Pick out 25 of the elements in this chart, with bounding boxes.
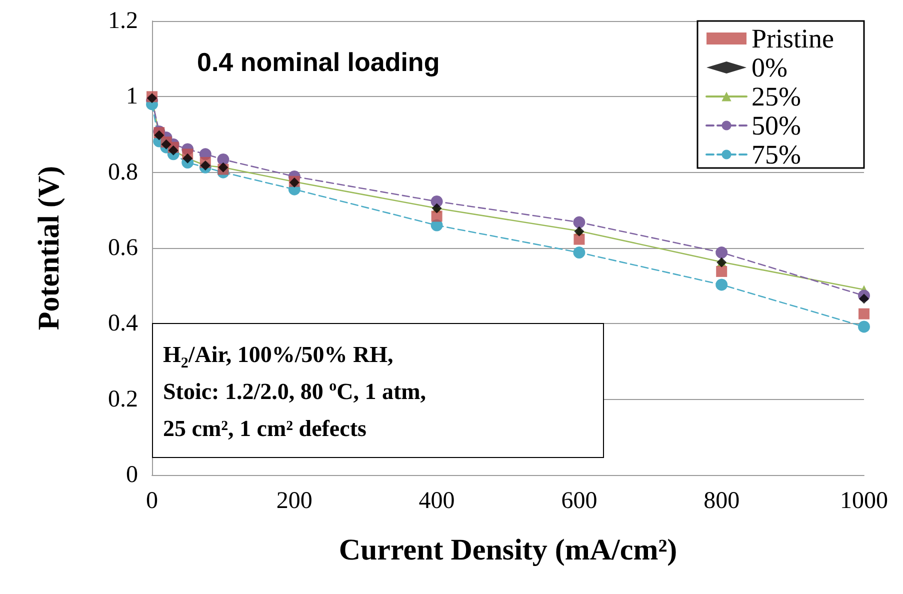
x-tick-label: 1000 xyxy=(840,488,888,514)
y-tick-label: 0.6 xyxy=(108,235,138,261)
x-tick-label: 800 xyxy=(704,488,740,514)
x-axis-title: Current Density (mA/cm²) xyxy=(338,534,678,566)
y-axis-title: Potential (V) xyxy=(32,166,66,330)
y-tick-label: 0.2 xyxy=(108,386,138,412)
annotation: 25 cm², 1 cm² defects xyxy=(163,415,368,443)
legend-label: 50% xyxy=(751,110,801,140)
y-tick-label: 0 xyxy=(126,462,138,488)
y-tick-label: 1.2 xyxy=(108,8,138,34)
legend-label: 0% xyxy=(751,52,788,82)
x-tick-label: 0 xyxy=(146,488,158,514)
text: 0.4 nominal loading xyxy=(197,47,440,77)
x-tick-label: 200 xyxy=(276,488,312,514)
legend-label: 25% xyxy=(751,82,801,112)
annotation: H$_{2}$/Air, 100%/50% RH, xyxy=(163,341,394,373)
x-tick-label: 400 xyxy=(418,488,455,514)
x-tick-label: 600 xyxy=(561,488,598,514)
text-box: H$_{2}$/Air, 100%/50% RH, Stoic: 1.2/2.0, 80 $^{o}$C, 1 atm, 25 cm², 1 cm² defects xyxy=(152,323,604,458)
legend-label: Pristine xyxy=(751,24,834,54)
y-tick-label: 1 xyxy=(126,84,138,110)
annotation: Stoic: 1.2/2.0, 80 $^{o}$C, 1 atm, xyxy=(163,377,428,406)
y-tick-label: 0.4 xyxy=(108,310,138,337)
legend-label: 75% xyxy=(751,140,801,170)
y-tick-label: 0.8 xyxy=(108,159,138,186)
